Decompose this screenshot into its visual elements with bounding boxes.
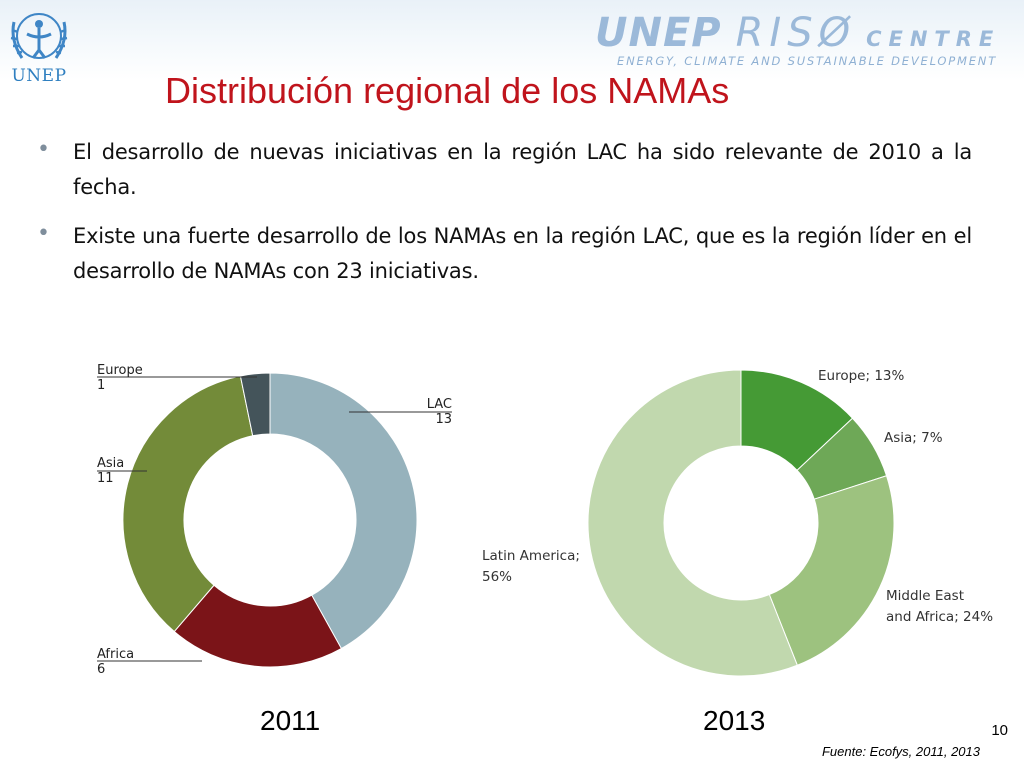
unep-logo-text: UNEP [11,66,67,86]
page-number: 10 [991,722,1008,739]
bullet-text: El desarrollo de nuevas iniciativas en l… [73,140,972,199]
chart-2011-label-europe: Europe [97,363,143,378]
chart-2013-label-middle-east-and-africa-line-1: Middle East [886,588,964,604]
chart-2013-slice-middle-east-and-africa [768,475,895,666]
bullet-item: • Existe una fuerte desarrollo de los NA… [32,219,972,289]
chart-2013-label-latin-america-line-1: Latin America; [482,548,580,564]
bullet-item: • El desarrollo de nuevas iniciativas en… [32,135,972,205]
riso-logo-riso: RISØ [735,10,857,56]
chart-2011-slice-lac [269,372,418,650]
chart-2013-slice-latin-america [587,369,798,677]
year-label-2013: 2013 [703,705,766,736]
slide-title: Distribución regional de los NAMAs [165,70,730,111]
unep-riso-centre-logo: UNEP RISØ CENTRE ENERGY, CLIMATE AND SUSTA… [595,10,1015,72]
chart-2011-value-asia: 11 [97,471,114,486]
year-label-2011: 2011 [260,705,321,736]
riso-logo-subtitle: ENERGY, CLIMATE AND SUSTAINABLE DEVELOPM… [617,54,998,68]
source-note: Fuente: Ecofys, 2011, 2013 [821,744,980,759]
bullet-icon: • [37,221,50,246]
bullet-icon: • [37,137,50,162]
header-band [0,0,1024,80]
chart-2011-value-africa: 6 [97,662,105,677]
chart-2011-slice-asia [122,375,254,633]
chart-2013-label-asia: Asia; 7% [884,430,943,446]
chart-2013-label-latin-america-line-2: 56% [482,569,512,585]
donut-chart-2013-svg: Europe; 13% Asia; 7% Middle East and Africa… [482,368,993,677]
unep-laurel-icon [10,13,68,59]
donut-chart-2011: LAC 13 Africa 6 Asia 11 Europe 1 [92,358,472,683]
chart-2011-value-europe: 1 [97,378,105,393]
chart-2011-slice-europe [239,372,271,437]
donut-chart-2013: Europe; 13% Asia; 7% Middle East and Africa… [478,360,1008,685]
unep-logo [4,4,74,94]
chart-2011-label-africa: Africa [97,647,134,662]
riso-logo-centre: CENTRE [866,27,1001,51]
chart-2011-label-asia: Asia [97,456,124,471]
chart-2013-label-europe: Europe; 13% [818,368,904,384]
chart-2011-value-lac: 13 [435,412,452,427]
chart-2013-label-middle-east-and-africa-line-2: and Africa; 24% [886,609,993,625]
riso-logo-wordmark: UNEP RISØ CENTRE [595,10,1000,56]
bullet-list: • El desarrollo de nuevas iniciativas en… [32,135,972,303]
chart-2011-label-lac: LAC [427,397,452,412]
riso-logo-unep: UNEP [595,10,722,56]
bullet-text: Existe una fuerte desarrollo de los NAMA… [73,224,972,283]
